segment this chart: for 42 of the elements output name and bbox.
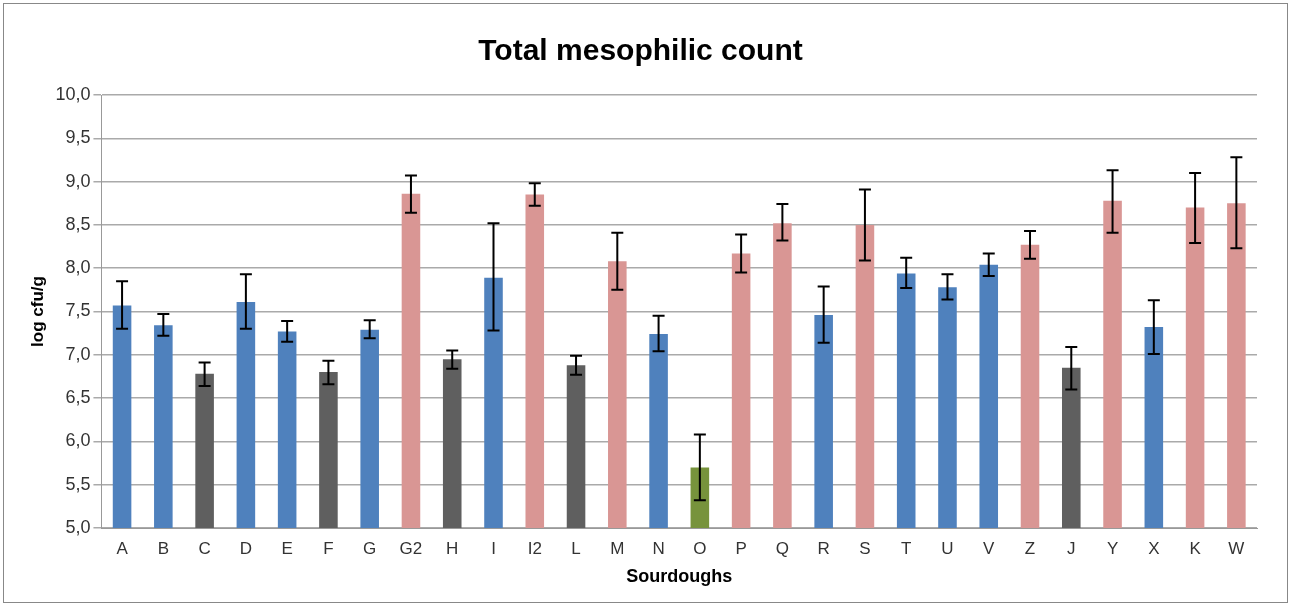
y-tick-label: 6,0 xyxy=(65,430,91,451)
x-tick-label: Y xyxy=(1106,538,1119,558)
x-tick-label: J xyxy=(1067,538,1076,558)
y-tick-label: 9,0 xyxy=(65,170,91,191)
x-axis-title: Sourdoughs xyxy=(626,566,733,587)
x-tick-label: V xyxy=(983,538,996,558)
y-tick-label: 10,0 xyxy=(55,83,91,104)
x-tick-label: O xyxy=(693,538,707,558)
x-tick-label: X xyxy=(1148,538,1160,558)
x-tick-label: Z xyxy=(1024,538,1036,558)
x-tick-label: D xyxy=(239,538,253,558)
y-axis-title: log cfu/g xyxy=(27,276,47,347)
x-tick-label: R xyxy=(817,538,830,558)
x-tick-label: B xyxy=(157,538,170,558)
x-tick-label: Q xyxy=(775,538,790,558)
y-tick-label: 7,0 xyxy=(65,343,91,364)
x-tick-label: N xyxy=(652,538,665,558)
x-tick-label: G2 xyxy=(399,538,423,558)
y-tick-label: 5,0 xyxy=(65,516,91,537)
x-tick-label: M xyxy=(610,538,625,558)
y-tick-label: 5,5 xyxy=(65,473,91,494)
x-tick-label: L xyxy=(571,538,581,558)
y-tick-label: 7,5 xyxy=(65,300,91,321)
chart-title: Total mesophilic count xyxy=(478,33,803,67)
x-tick-label: U xyxy=(941,538,954,558)
x-tick-label: K xyxy=(1189,538,1202,558)
x-tick-label: F xyxy=(323,538,334,558)
x-tick-label: T xyxy=(901,538,912,558)
x-tick-label: H xyxy=(446,538,459,558)
x-tick-label: I xyxy=(491,538,496,558)
x-tick-label: I2 xyxy=(527,538,542,558)
x-tick-label: E xyxy=(281,538,293,558)
x-tick-label: S xyxy=(859,538,871,558)
x-tick-label: P xyxy=(735,538,747,558)
x-tick-label: C xyxy=(198,538,211,558)
x-tick-label: W xyxy=(1228,538,1245,558)
x-tick-label: G xyxy=(363,538,377,558)
y-tick-label: 8,0 xyxy=(65,257,91,278)
y-tick-label: 8,5 xyxy=(65,213,91,234)
y-tick-label: 6,5 xyxy=(65,387,91,408)
x-tick-label: A xyxy=(116,538,129,558)
y-tick-label: 9,5 xyxy=(65,127,91,148)
